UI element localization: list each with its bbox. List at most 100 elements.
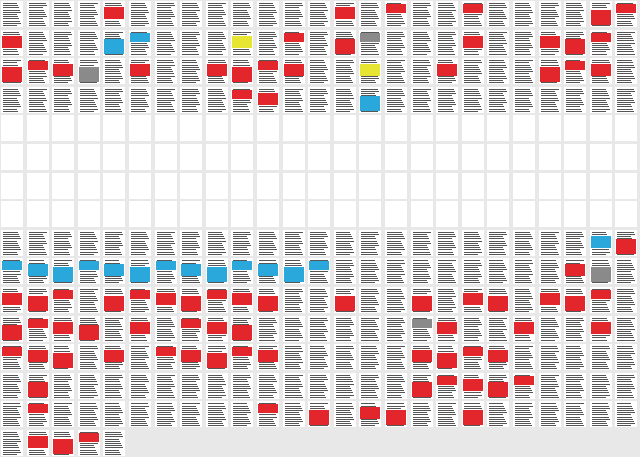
- page-thumbnail[interactable]: [436, 172, 459, 199]
- page-thumbnail[interactable]: [359, 258, 382, 285]
- page-thumbnail[interactable]: [589, 287, 612, 313]
- page-thumbnail[interactable]: [615, 401, 638, 428]
- page-thumbnail[interactable]: [129, 201, 151, 228]
- page-thumbnail[interactable]: [52, 372, 75, 399]
- page-thumbnail[interactable]: [615, 372, 638, 399]
- page-thumbnail[interactable]: [308, 344, 331, 371]
- page-thumbnail[interactable]: [154, 201, 177, 228]
- page-thumbnail[interactable]: [615, 86, 638, 113]
- page-thumbnail[interactable]: [538, 144, 561, 170]
- page-thumbnail[interactable]: [359, 29, 382, 56]
- page-thumbnail[interactable]: [615, 144, 638, 170]
- page-thumbnail[interactable]: [231, 29, 254, 56]
- page-thumbnail[interactable]: [487, 287, 510, 313]
- page-thumbnail[interactable]: [103, 287, 126, 313]
- page-thumbnail[interactable]: [205, 144, 228, 170]
- page-thumbnail[interactable]: [308, 1, 331, 27]
- page-thumbnail[interactable]: [103, 115, 126, 142]
- page-thumbnail[interactable]: [257, 29, 279, 56]
- page-thumbnail[interactable]: [461, 115, 484, 142]
- page-thumbnail[interactable]: [333, 258, 356, 285]
- page-thumbnail[interactable]: [205, 1, 228, 27]
- page-thumbnail[interactable]: [1, 315, 23, 342]
- page-thumbnail[interactable]: [180, 172, 203, 199]
- page-thumbnail[interactable]: [77, 372, 100, 399]
- page-thumbnail[interactable]: [231, 344, 254, 371]
- page-thumbnail[interactable]: [487, 29, 510, 56]
- page-thumbnail[interactable]: [154, 315, 177, 342]
- page-thumbnail[interactable]: [487, 344, 510, 371]
- page-thumbnail[interactable]: [205, 58, 228, 85]
- page-thumbnail[interactable]: [385, 58, 407, 85]
- page-thumbnail[interactable]: [257, 344, 279, 371]
- page-thumbnail[interactable]: [513, 29, 535, 56]
- page-thumbnail[interactable]: [180, 29, 203, 56]
- page-thumbnail[interactable]: [282, 172, 305, 199]
- page-thumbnail[interactable]: [257, 258, 279, 285]
- page-thumbnail[interactable]: [385, 315, 407, 342]
- page-thumbnail[interactable]: [385, 287, 407, 313]
- page-thumbnail[interactable]: [52, 430, 75, 456]
- page-thumbnail[interactable]: [513, 344, 535, 371]
- page-thumbnail[interactable]: [589, 144, 612, 170]
- page-thumbnail[interactable]: [1, 86, 23, 113]
- page-thumbnail[interactable]: [461, 29, 484, 56]
- page-thumbnail[interactable]: [564, 29, 587, 56]
- page-thumbnail[interactable]: [282, 144, 305, 170]
- page-thumbnail[interactable]: [103, 258, 126, 285]
- page-thumbnail[interactable]: [154, 372, 177, 399]
- page-thumbnail[interactable]: [487, 115, 510, 142]
- page-thumbnail[interactable]: [410, 1, 433, 27]
- page-thumbnail[interactable]: [282, 287, 305, 313]
- page-thumbnail[interactable]: [282, 258, 305, 285]
- page-thumbnail[interactable]: [154, 287, 177, 313]
- page-thumbnail[interactable]: [282, 86, 305, 113]
- page-thumbnail[interactable]: [103, 344, 126, 371]
- page-thumbnail[interactable]: [513, 172, 535, 199]
- page-thumbnail[interactable]: [154, 172, 177, 199]
- page-thumbnail[interactable]: [205, 401, 228, 428]
- page-thumbnail[interactable]: [180, 229, 203, 256]
- page-thumbnail[interactable]: [257, 401, 279, 428]
- page-thumbnail[interactable]: [257, 287, 279, 313]
- page-thumbnail[interactable]: [52, 29, 75, 56]
- page-thumbnail[interactable]: [231, 401, 254, 428]
- page-thumbnail[interactable]: [436, 86, 459, 113]
- page-thumbnail[interactable]: [410, 86, 433, 113]
- page-thumbnail[interactable]: [538, 172, 561, 199]
- page-thumbnail[interactable]: [589, 172, 612, 199]
- page-thumbnail[interactable]: [359, 344, 382, 371]
- page-thumbnail[interactable]: [154, 1, 177, 27]
- page-thumbnail[interactable]: [615, 344, 638, 371]
- page-thumbnail[interactable]: [52, 401, 75, 428]
- page-thumbnail[interactable]: [52, 144, 75, 170]
- page-thumbnail[interactable]: [615, 172, 638, 199]
- page-thumbnail[interactable]: [461, 372, 484, 399]
- page-thumbnail[interactable]: [129, 1, 151, 27]
- page-thumbnail[interactable]: [615, 287, 638, 313]
- page-thumbnail[interactable]: [589, 229, 612, 256]
- page-thumbnail[interactable]: [436, 401, 459, 428]
- page-thumbnail[interactable]: [77, 115, 100, 142]
- page-thumbnail[interactable]: [589, 401, 612, 428]
- page-thumbnail[interactable]: [52, 86, 75, 113]
- page-thumbnail[interactable]: [461, 229, 484, 256]
- page-thumbnail[interactable]: [385, 172, 407, 199]
- page-thumbnail[interactable]: [538, 29, 561, 56]
- page-thumbnail[interactable]: [487, 229, 510, 256]
- page-thumbnail[interactable]: [282, 201, 305, 228]
- page-thumbnail[interactable]: [410, 372, 433, 399]
- page-thumbnail[interactable]: [538, 229, 561, 256]
- page-thumbnail[interactable]: [385, 29, 407, 56]
- page-thumbnail[interactable]: [410, 115, 433, 142]
- page-thumbnail[interactable]: [436, 201, 459, 228]
- page-thumbnail[interactable]: [359, 58, 382, 85]
- page-thumbnail[interactable]: [359, 201, 382, 228]
- page-thumbnail[interactable]: [26, 29, 49, 56]
- page-thumbnail[interactable]: [410, 144, 433, 170]
- page-thumbnail[interactable]: [461, 287, 484, 313]
- page-thumbnail[interactable]: [180, 401, 203, 428]
- page-thumbnail[interactable]: [359, 115, 382, 142]
- page-thumbnail[interactable]: [385, 401, 407, 428]
- page-thumbnail[interactable]: [180, 315, 203, 342]
